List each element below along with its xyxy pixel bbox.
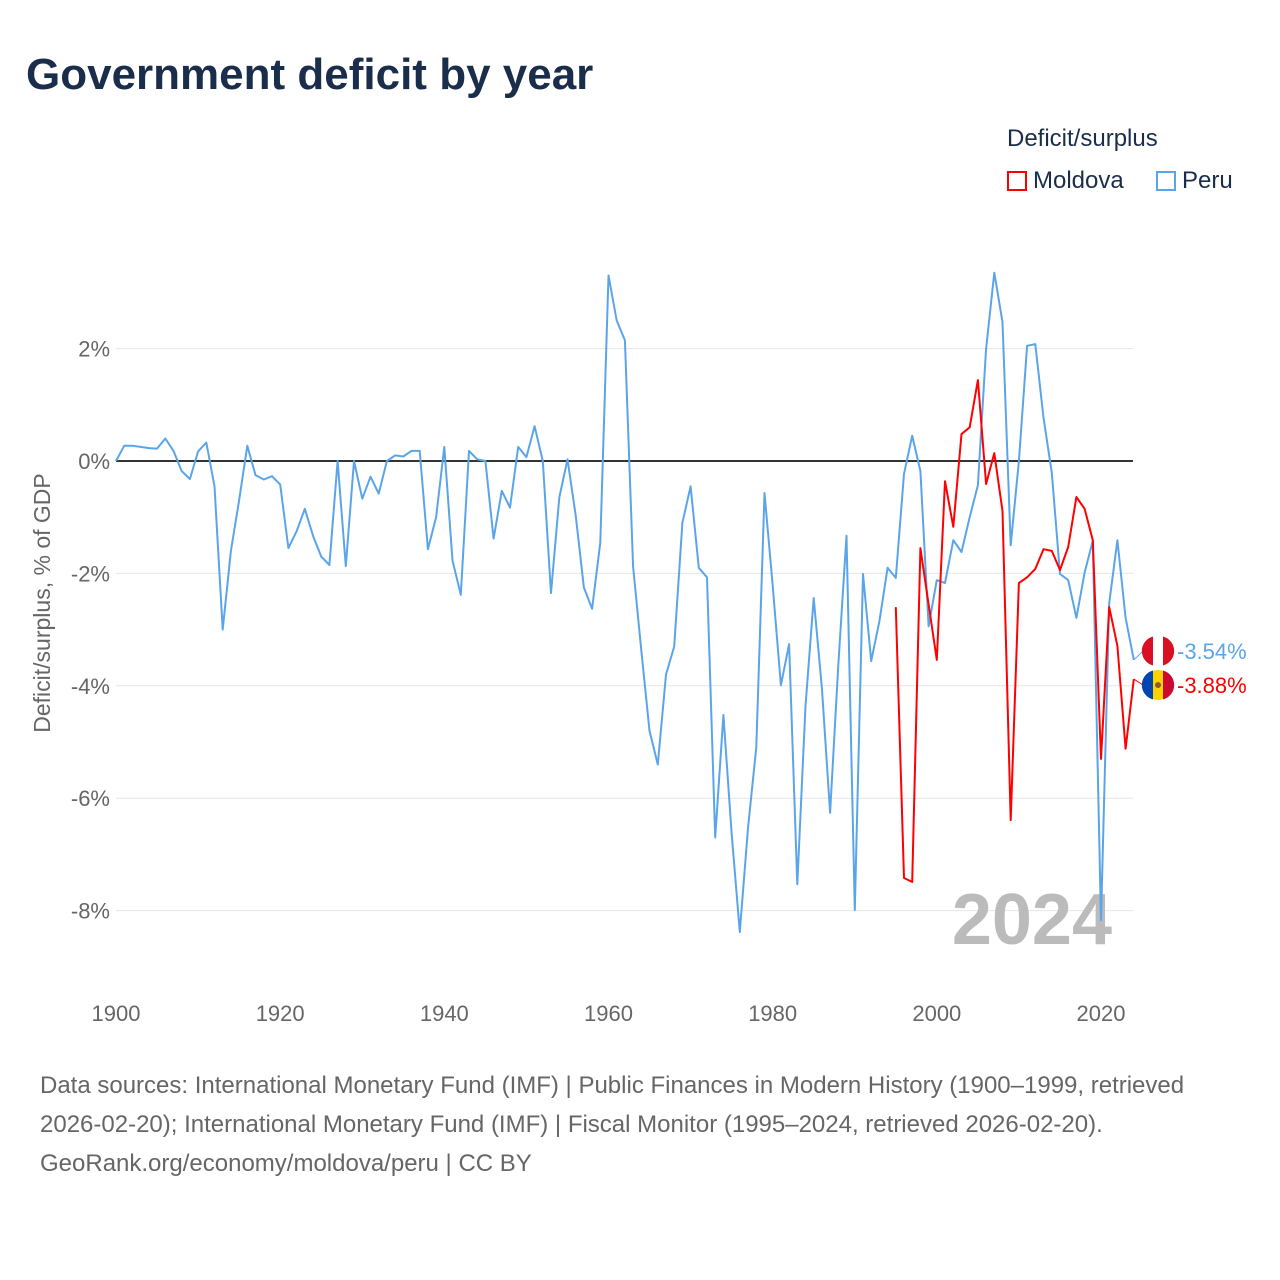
legend-item-moldova[interactable]: Moldova bbox=[1007, 167, 1124, 195]
chart-title: Government deficit by year bbox=[26, 50, 594, 99]
y-tick-label: -2% bbox=[71, 561, 110, 586]
y-axis-label: Deficit/surplus, % of GDP bbox=[29, 473, 55, 732]
legend-label: Moldova bbox=[1033, 167, 1124, 194]
series-line-peru bbox=[115, 271, 1135, 933]
series-line-moldova bbox=[894, 379, 1135, 883]
legend-swatch-peru bbox=[1156, 171, 1176, 191]
y-tick-label: -8% bbox=[71, 899, 110, 924]
flag-moldova-icon bbox=[1163, 670, 1175, 700]
flag-moldova-icon bbox=[1141, 670, 1153, 700]
flag-peru-icon bbox=[1163, 636, 1175, 666]
x-tick-label: 2000 bbox=[912, 1001, 961, 1026]
end-value-label-moldova: -3.88% bbox=[1177, 673, 1247, 698]
legend-item-peru[interactable]: Peru bbox=[1156, 167, 1233, 195]
y-tick-label: -6% bbox=[71, 786, 110, 811]
source-link[interactable]: GeoRank.org/economy/moldova/peru | CC BY bbox=[40, 1150, 532, 1177]
x-tick-label: 1980 bbox=[748, 1001, 797, 1026]
data-sources: Data sources: International Monetary Fun… bbox=[40, 1072, 1185, 1138]
y-tick-label: -4% bbox=[71, 674, 110, 699]
footer: Data sources: International Monetary Fun… bbox=[40, 1066, 1250, 1183]
year-watermark: 2024 bbox=[952, 880, 1112, 960]
flag-moldova-emblem-icon bbox=[1155, 682, 1161, 688]
x-tick-label: 2020 bbox=[1077, 1001, 1126, 1026]
y-tick-label: 0% bbox=[78, 449, 110, 474]
label-connector bbox=[1133, 678, 1144, 686]
x-tick-label: 1940 bbox=[420, 1001, 469, 1026]
legend-label: Peru bbox=[1182, 167, 1233, 194]
legend-swatch-moldova bbox=[1007, 171, 1027, 191]
x-tick-label: 1900 bbox=[92, 1001, 141, 1026]
x-tick-label: 1920 bbox=[256, 1001, 305, 1026]
end-value-label-peru: -3.54% bbox=[1177, 639, 1247, 664]
flag-peru-icon bbox=[1141, 636, 1153, 666]
label-connector bbox=[1133, 650, 1144, 661]
legend-title: Deficit/surplus bbox=[1007, 125, 1158, 152]
y-tick-label: 2% bbox=[78, 337, 110, 362]
x-tick-label: 1960 bbox=[584, 1001, 633, 1026]
